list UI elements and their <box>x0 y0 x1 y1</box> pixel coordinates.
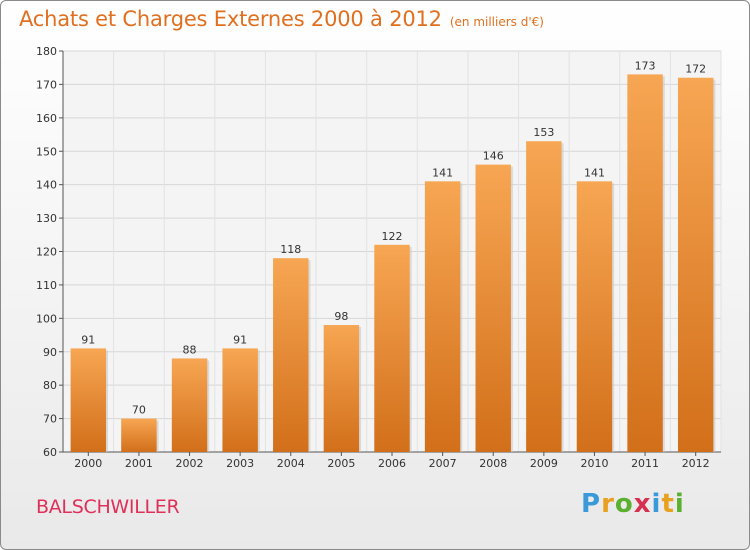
x-tick-label: 2003 <box>226 457 254 470</box>
bar-2005 <box>323 325 360 452</box>
value-label: 88 <box>183 343 197 356</box>
value-label: 146 <box>483 150 504 163</box>
bar-2006 <box>374 244 410 452</box>
x-tick-label: 2004 <box>277 457 305 470</box>
value-label: 91 <box>233 333 247 346</box>
y-tick-label: 170 <box>36 78 57 91</box>
bars <box>70 74 716 453</box>
value-label: 98 <box>334 310 348 323</box>
value-label: 141 <box>432 166 453 179</box>
logo-letter: i <box>674 489 685 519</box>
logo-letter: t <box>661 489 675 519</box>
title-row: Achats et Charges Externes 2000 à 2012 (e… <box>19 7 544 31</box>
bar-2001 <box>121 418 157 452</box>
x-tick-label: 2007 <box>429 457 457 470</box>
y-tick-label: 100 <box>36 312 57 325</box>
y-tick-label: 110 <box>36 279 57 292</box>
proxiti-logo: Proxiti <box>581 489 685 519</box>
bar-2000 <box>70 348 107 452</box>
bar-2011 <box>627 74 663 453</box>
y-tick-label: 130 <box>36 212 57 225</box>
y-tick-label: 140 <box>36 179 57 192</box>
y-tick-label: 90 <box>43 346 57 359</box>
x-tick-label: 2012 <box>682 457 710 470</box>
logo-letter: o <box>614 489 634 519</box>
logo-letter: x <box>633 489 652 519</box>
y-tick-label: 70 <box>43 413 57 426</box>
y-tick-label: 150 <box>36 145 57 158</box>
bar-2002 <box>171 358 208 452</box>
chart-subtitle: (en milliers d'€) <box>449 15 544 29</box>
x-tick-label: 2001 <box>125 457 153 470</box>
logo-letter: P <box>581 489 602 519</box>
y-tick-label: 160 <box>36 112 57 125</box>
x-tick-label: 2011 <box>631 457 659 470</box>
bar-2010 <box>576 181 613 452</box>
x-tick-label: 2002 <box>176 457 204 470</box>
x-tick-label: 2009 <box>530 457 558 470</box>
bar-2012 <box>677 77 714 452</box>
x-tick-label: 2008 <box>479 457 507 470</box>
value-label: 91 <box>81 333 95 346</box>
commune-name: BALSCHWILLER <box>36 496 180 518</box>
x-tick-label: 2010 <box>580 457 608 470</box>
bar-2003 <box>222 348 258 452</box>
labels: 60 70 80 90 100 110 120 130 140 150 160 170 180 91 200… <box>36 45 710 470</box>
value-label: 153 <box>533 126 554 139</box>
x-tick-label: 2000 <box>74 457 102 470</box>
value-label: 173 <box>635 59 656 72</box>
y-tick-label: 60 <box>43 446 57 459</box>
y-tick-label: 180 <box>36 45 57 58</box>
value-label: 118 <box>280 243 301 256</box>
bar-2009 <box>526 141 562 452</box>
value-label: 141 <box>584 166 605 179</box>
y-tick-label: 80 <box>43 379 57 392</box>
x-tick-label: 2005 <box>327 457 355 470</box>
x-tick-label: 2006 <box>378 457 406 470</box>
y-tick-label: 120 <box>36 246 57 259</box>
bar-2008 <box>475 164 511 452</box>
value-label: 122 <box>382 230 403 243</box>
value-label: 172 <box>685 63 706 76</box>
value-label: 70 <box>132 404 146 417</box>
logo-letter: r <box>601 489 615 519</box>
bar-2004 <box>273 258 309 452</box>
bar-2007 <box>424 181 461 452</box>
logo-letter: i <box>651 489 662 519</box>
chart-title: Achats et Charges Externes 2000 à 2012 <box>19 7 442 31</box>
